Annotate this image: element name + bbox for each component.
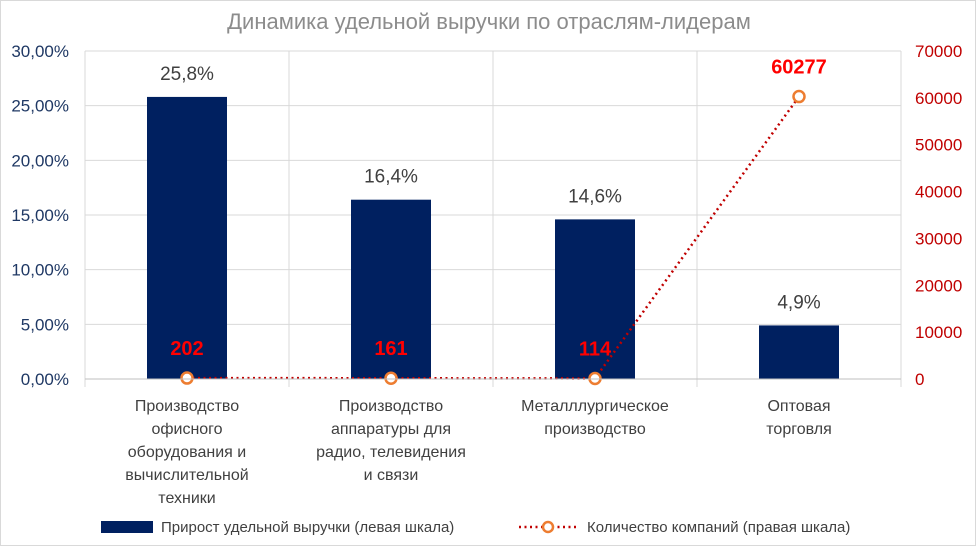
y-right-tick-label: 70000 bbox=[915, 42, 962, 61]
bar-data-label: 14,6% bbox=[568, 186, 622, 207]
bar-series bbox=[147, 96, 839, 380]
x-tick-label: Оптовая торговля bbox=[766, 398, 831, 438]
line-data-label: 161 bbox=[374, 338, 407, 360]
line-series bbox=[180, 89, 806, 386]
line-marker bbox=[384, 371, 398, 385]
legend-line-marker bbox=[541, 520, 555, 534]
legend: Прирост удельной выручки (левая шкала) Ко… bbox=[101, 519, 850, 536]
x-tick-label-line: торговля bbox=[766, 421, 831, 438]
bar-data-label: 16,4% bbox=[364, 167, 418, 188]
x-tick-label-line: Металллургическое bbox=[521, 398, 669, 415]
y-left-tick-label: 15,00% bbox=[11, 206, 69, 225]
line-marker bbox=[792, 89, 806, 104]
x-tick-label-line: и связи bbox=[364, 467, 419, 484]
y-left-tick-label: 20,00% bbox=[11, 151, 69, 170]
line-data-label: 202 bbox=[170, 338, 203, 360]
bar bbox=[351, 199, 431, 379]
x-tick-label-line: производство bbox=[544, 421, 646, 438]
bar bbox=[555, 219, 635, 379]
x-tick-label-line: техники bbox=[158, 490, 215, 507]
x-tick-label-line: Оптовая bbox=[767, 398, 830, 415]
y-right-tick-label: 60000 bbox=[915, 89, 962, 108]
bar bbox=[759, 325, 839, 379]
x-tick-label-line: офисного bbox=[151, 421, 222, 438]
x-tick-label-line: аппаратуры для bbox=[331, 421, 451, 438]
x-tick-label-line: вычислительной bbox=[125, 467, 248, 484]
y-right-tick-label: 10000 bbox=[915, 323, 962, 342]
x-tick-label-line: радио, телевидения bbox=[316, 444, 466, 461]
x-tick-label: Производство офисного оборудования и вычисл… bbox=[125, 398, 248, 507]
axes: 0,00% 5,00% 10,00% 15,00% 20,00% 25,00% 30,00%… bbox=[11, 42, 962, 507]
bar-data-label: 4,9% bbox=[777, 292, 820, 313]
x-tick-label: Металллургическое производство bbox=[521, 398, 669, 438]
y-left-tick-label: 30,00% bbox=[11, 42, 69, 61]
y-right-tick-label: 20000 bbox=[915, 276, 962, 295]
y-left-tick-label: 10,00% bbox=[11, 261, 69, 280]
bar-data-label: 25,8% bbox=[160, 64, 214, 85]
legend-bar-swatch bbox=[101, 521, 153, 533]
x-tick-label-line: Производство bbox=[339, 398, 443, 415]
data-labels: 25,8% 16,4% 14,6% 4,9% 202 161 114 60277 bbox=[160, 57, 827, 361]
y-right-tick-label: 40000 bbox=[915, 183, 962, 202]
line-marker bbox=[588, 371, 602, 386]
legend-line-label: Количество компаний (правая шкала) bbox=[587, 519, 850, 536]
x-tick-label-line: Производство bbox=[135, 398, 239, 415]
y-right-tick-label: 50000 bbox=[915, 136, 962, 155]
chart-title: Динамика удельной выручки по отраслям-ли… bbox=[227, 9, 751, 34]
legend-bar-label: Прирост удельной выручки (левая шкала) bbox=[161, 519, 454, 536]
line-data-label: 114 bbox=[579, 338, 612, 360]
y-right-tick-label: 30000 bbox=[915, 229, 962, 248]
x-tick-label-line: оборудования и bbox=[128, 444, 246, 461]
y-right-tick-label: 0 bbox=[915, 370, 924, 389]
bar bbox=[147, 96, 227, 380]
y-left-tick-label: 0,00% bbox=[21, 370, 69, 389]
y-left-tick-label: 5,00% bbox=[21, 315, 69, 334]
line-data-label: 60277 bbox=[771, 57, 827, 79]
x-tick-label: Производство аппаратуры для радио, телевид… bbox=[316, 398, 466, 484]
line-marker bbox=[180, 371, 194, 385]
y-left-tick-label: 25,00% bbox=[11, 97, 69, 116]
